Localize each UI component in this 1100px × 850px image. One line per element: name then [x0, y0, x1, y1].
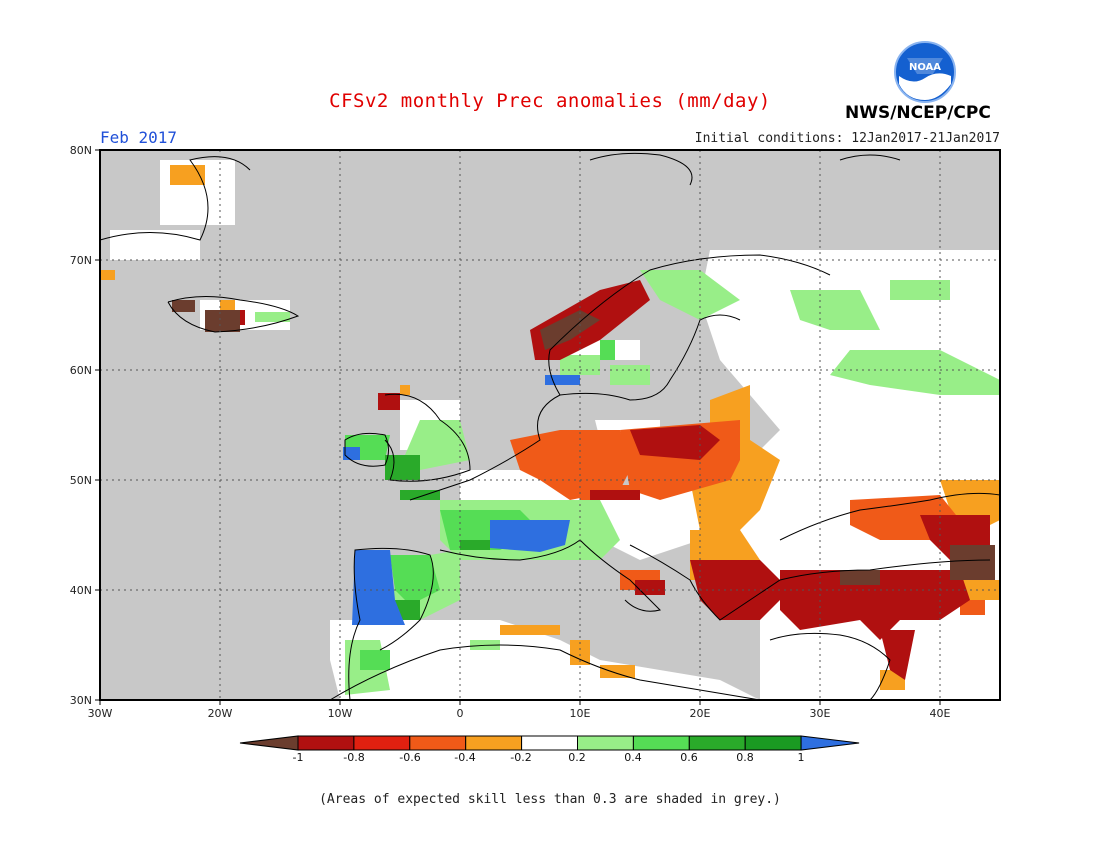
- colorbar-segment: [521, 735, 578, 751]
- colorbar-segment: [409, 735, 467, 751]
- colorbar-label: -0.2: [510, 751, 532, 764]
- colorbar-label: 0.8: [736, 751, 754, 764]
- colorbar-segment: [577, 735, 634, 751]
- colorbar-label: 0.2: [568, 751, 586, 764]
- lon-label: 40E: [930, 707, 951, 720]
- lat-label: 50N: [70, 474, 92, 487]
- coastlines: [99, 152, 1001, 701]
- lon-label: 0: [457, 707, 464, 720]
- lat-label: 80N: [70, 144, 92, 157]
- colorbar-label: -0.6: [399, 751, 421, 764]
- lon-label: 10E: [570, 707, 591, 720]
- colorbar: [239, 735, 860, 751]
- colorbar-label: 0.4: [624, 751, 642, 764]
- lon-label: 30E: [810, 707, 831, 720]
- noaa-logo-icon: NOAA: [893, 40, 957, 104]
- lat-label: 30N: [70, 694, 92, 707]
- colorbar-segment: [800, 735, 860, 751]
- colorbar-label: 1: [797, 751, 805, 764]
- logo-text: NOAA: [909, 62, 941, 73]
- lon-label: 30W: [88, 707, 113, 720]
- colorbar-segment: [239, 735, 299, 751]
- graticule: [100, 150, 1000, 700]
- lon-label: 20W: [208, 707, 233, 720]
- lon-label: 20E: [690, 707, 711, 720]
- forecast-month: Feb 2017: [100, 128, 178, 147]
- colorbar-segment: [688, 735, 746, 751]
- colorbar-segment: [353, 735, 411, 751]
- map-frame: [99, 149, 1001, 701]
- lat-label: 40N: [70, 584, 92, 597]
- colorbar-label: -0.8: [343, 751, 365, 764]
- colorbar-label: -1: [292, 751, 304, 764]
- colorbar-segment: [632, 735, 690, 751]
- colorbar-label: 0.6: [680, 751, 698, 764]
- skill-footnote: (Areas of expected skill less than 0.3 a…: [319, 792, 781, 807]
- page-title: CFSv2 monthly Prec anomalies (mm/day): [329, 90, 771, 112]
- colorbar-segment: [297, 735, 355, 751]
- lat-label: 60N: [70, 364, 92, 377]
- colorbar-segment: [744, 735, 802, 751]
- blue-regions: [343, 375, 580, 625]
- initial-conditions: Initial conditions: 12Jan2017-21Jan2017: [694, 131, 1000, 146]
- brown-regions: [172, 300, 995, 585]
- lat-label: 70N: [70, 254, 92, 267]
- colorbar-segment: [465, 735, 523, 751]
- tick-marks: [95, 149, 941, 705]
- colorbar-label: -0.4: [454, 751, 476, 764]
- agency-label: NWS/NCEP/CPC: [845, 103, 991, 123]
- lon-label: 10W: [328, 707, 353, 720]
